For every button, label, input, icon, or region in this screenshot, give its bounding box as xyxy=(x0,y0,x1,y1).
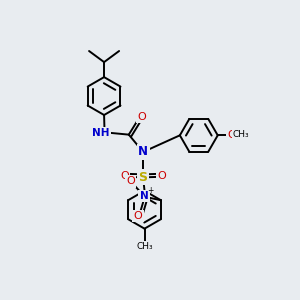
Text: S: S xyxy=(139,171,148,184)
Text: CH₃: CH₃ xyxy=(233,130,250,140)
Text: O: O xyxy=(157,171,166,181)
Text: O: O xyxy=(137,112,146,122)
Text: O: O xyxy=(126,176,135,186)
Text: CH₃: CH₃ xyxy=(136,242,153,251)
Text: N: N xyxy=(140,191,148,201)
Text: O: O xyxy=(227,130,236,140)
Text: +: + xyxy=(148,186,154,195)
Text: N: N xyxy=(138,146,148,158)
Text: NH: NH xyxy=(92,128,110,138)
Text: O: O xyxy=(134,211,142,221)
Text: O: O xyxy=(120,171,129,181)
